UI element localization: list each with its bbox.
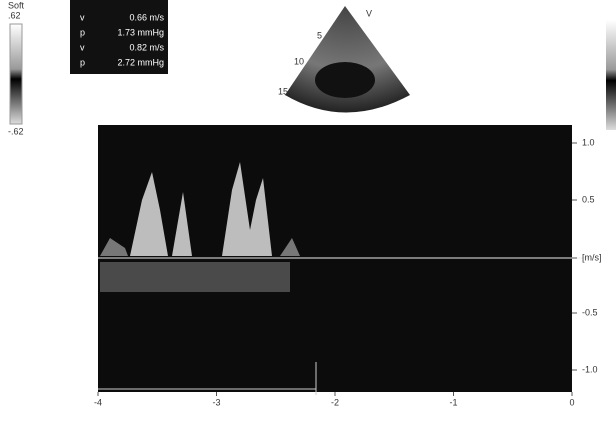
- velocity-tick-label: [m/s]: [582, 252, 602, 262]
- depth-label: 5: [317, 30, 322, 40]
- depth-labels: 5 10 15: [278, 30, 322, 96]
- scale-bottom: -.62: [8, 126, 24, 136]
- measure-value: 2.72 mmHg: [117, 57, 164, 67]
- measure-value: 0.82 m/s: [129, 42, 164, 52]
- measure-value: 1.73 mmHg: [117, 27, 164, 37]
- velocity-tick-label: -1.0: [582, 364, 598, 374]
- waveform: [222, 162, 272, 256]
- reverse-flow: [100, 262, 290, 292]
- time-axis: -4 -3 -2 -1 0: [94, 392, 575, 407]
- time-tick-label: -2: [331, 397, 339, 407]
- time-tick-label: -4: [94, 397, 102, 407]
- waveform: [100, 238, 128, 256]
- time-tick-label: 0: [569, 397, 574, 407]
- velocity-tick-label: 0.5: [582, 194, 595, 204]
- scale-top: .62: [8, 10, 21, 20]
- velocity-tick-label: -0.5: [582, 307, 598, 317]
- sector-image: [285, 6, 410, 113]
- waveform: [280, 238, 300, 256]
- measure-label: p: [80, 57, 85, 67]
- waveform: [130, 172, 168, 256]
- waveforms: [100, 162, 300, 292]
- measure-label: p: [80, 27, 85, 37]
- time-tick-label: -1: [449, 397, 457, 407]
- measure-value: 0.66 m/s: [129, 12, 164, 22]
- gray-bar-right: [606, 20, 616, 130]
- measure-label: v: [80, 12, 85, 22]
- measure-label: v: [80, 42, 85, 52]
- depth-label: 15: [278, 86, 288, 96]
- measurement-box: v 0.66 m/s p 1.73 mmHg v 0.82 m/s p 2.72 mmHg: [70, 0, 168, 74]
- sector-cavity: [315, 62, 375, 98]
- scale-title: Soft: [8, 0, 25, 10]
- depth-label: 10: [294, 56, 304, 66]
- waveform: [172, 192, 192, 256]
- velocity-axis: 1.0 0.5 [m/s] -0.5 -1.0: [572, 137, 602, 374]
- sector-mode: V: [366, 8, 372, 18]
- time-tick-label: -3: [212, 397, 220, 407]
- box-bg: [70, 0, 168, 74]
- velocity-tick-label: 1.0: [582, 137, 595, 147]
- gray-bar: [9, 23, 23, 125]
